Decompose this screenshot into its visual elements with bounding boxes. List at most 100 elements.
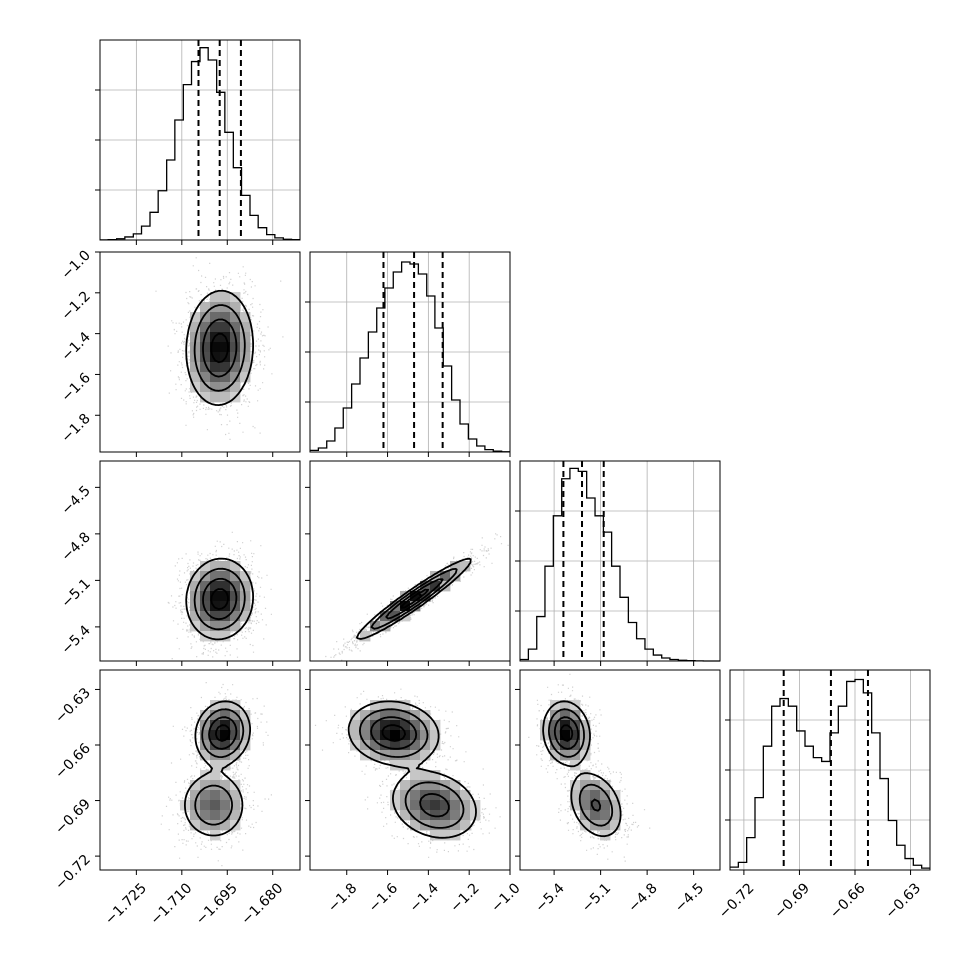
density-cell xyxy=(600,800,611,811)
density-cell xyxy=(220,611,231,622)
density-cell xyxy=(400,780,411,791)
density-cell xyxy=(400,760,411,771)
y-tick-label: −1.6 xyxy=(58,370,93,405)
density-cell xyxy=(420,780,431,791)
density-cell xyxy=(200,611,211,622)
contour-level-2 xyxy=(359,708,465,829)
density-cell xyxy=(240,362,251,373)
density-cell xyxy=(200,780,211,791)
density-cell xyxy=(210,591,221,602)
density-cell xyxy=(210,342,221,353)
density-cell xyxy=(460,800,471,811)
x-tick-label: −0.66 xyxy=(827,880,869,922)
density-cell xyxy=(390,790,401,801)
density-cell xyxy=(370,730,381,741)
density-cell xyxy=(420,750,431,761)
density-cell xyxy=(200,392,211,403)
contour-level-3 xyxy=(356,557,472,640)
contour-level-0 xyxy=(559,724,574,742)
density-cell xyxy=(190,322,201,333)
y-tick-label: −5.4 xyxy=(58,622,93,657)
density-cell xyxy=(410,720,421,731)
density-cell xyxy=(200,591,211,602)
x-tick-label: −1.725 xyxy=(102,880,150,928)
density-cell xyxy=(430,770,441,781)
pair-panel-0-3 xyxy=(95,669,301,875)
density-cell xyxy=(200,561,211,572)
density-cell xyxy=(420,770,431,781)
density-cell xyxy=(450,800,461,811)
panel-background xyxy=(310,461,510,661)
density-cell xyxy=(190,312,201,323)
density-cell xyxy=(210,601,221,612)
contour-level-2 xyxy=(548,708,614,827)
y-tick-label: −5.1 xyxy=(58,576,93,611)
density-cell xyxy=(430,810,441,821)
density-cell xyxy=(190,571,201,582)
contour-level-3 xyxy=(185,557,254,641)
density-cell xyxy=(230,372,241,383)
density-cell xyxy=(350,730,361,741)
density-cell xyxy=(190,621,201,632)
contour-level-2 xyxy=(193,304,246,392)
density-cell xyxy=(230,800,241,811)
density-cell xyxy=(450,571,461,582)
density-cell xyxy=(440,571,451,582)
density-cell xyxy=(420,810,431,821)
density-cell xyxy=(210,372,221,383)
y-tick-label: −0.69 xyxy=(52,796,94,838)
y-tick-label: −0.63 xyxy=(52,685,94,727)
x-tick-label: −1.0 xyxy=(488,880,523,915)
histogram-panel-3 xyxy=(725,669,931,875)
density-cell xyxy=(420,710,431,721)
density-cell xyxy=(410,810,421,821)
contour-level-3 xyxy=(542,700,622,838)
x-tick-label: −0.69 xyxy=(771,880,813,922)
density-cell xyxy=(220,591,231,602)
density-cell xyxy=(400,710,411,721)
density-cell xyxy=(210,561,221,572)
density-cell xyxy=(560,700,571,711)
histogram-step xyxy=(310,261,510,453)
density-cell xyxy=(220,800,231,811)
y-tick-label: −1.0 xyxy=(58,248,93,283)
density-cell xyxy=(220,820,231,831)
density-cell xyxy=(210,392,221,403)
density-cell xyxy=(240,581,251,592)
panel-frame xyxy=(309,669,511,871)
density-cell xyxy=(580,790,591,801)
histogram-step xyxy=(730,678,930,869)
density-cell xyxy=(230,302,241,313)
density-cell xyxy=(240,372,251,383)
density-cell xyxy=(230,342,241,353)
density-cell xyxy=(440,810,451,821)
density-cell xyxy=(220,750,231,761)
contour-level-1 xyxy=(202,577,238,621)
density-cell xyxy=(410,770,421,781)
density-cell xyxy=(220,700,231,711)
x-tick-label: −5.4 xyxy=(532,880,567,915)
density-cell xyxy=(230,810,241,821)
density-cell xyxy=(430,780,441,791)
density-cell xyxy=(430,730,441,741)
contour-level-0 xyxy=(381,724,406,742)
pair-panel-2-3 xyxy=(515,669,721,875)
density-cell xyxy=(560,710,571,721)
density-cell xyxy=(450,780,461,791)
density-cell xyxy=(240,601,251,612)
density-cell xyxy=(400,750,411,761)
x-tick-label: −4.8 xyxy=(625,880,660,915)
density-cell xyxy=(390,760,401,771)
density-cell xyxy=(540,720,551,731)
density-cell xyxy=(230,571,241,582)
density-cell xyxy=(230,561,241,572)
pair-panel-0-2 xyxy=(95,460,301,666)
density-cell xyxy=(360,740,371,751)
density-cell xyxy=(210,362,221,373)
density-cell xyxy=(230,790,241,801)
density-cell xyxy=(460,561,471,572)
density-cell xyxy=(200,820,211,831)
y-tick-label: −0.72 xyxy=(52,852,94,894)
density-cell xyxy=(600,810,611,821)
panel-frame xyxy=(99,669,301,871)
